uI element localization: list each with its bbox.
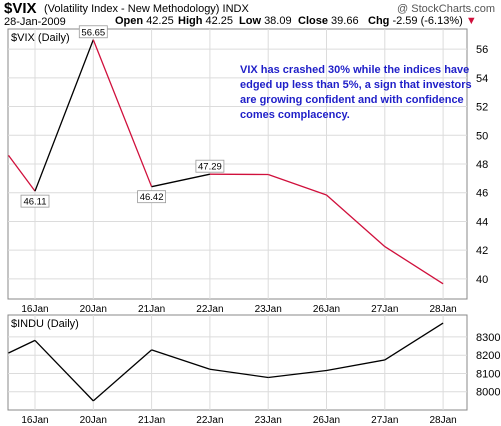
- close-value: 39.66: [331, 15, 359, 27]
- indu-panel: 8000 8100 8200 8300 16Jan 20Jan 21Jan 22Jan 23Ja…: [7, 314, 500, 426]
- indu-series-segment: [151, 349, 211, 370]
- vix-ytick-label: 54: [476, 73, 488, 85]
- vix-series-segment: [267, 173, 327, 196]
- indu-xtick-label: 28Jan: [429, 415, 456, 426]
- vix-xtick-label: 23Jan: [255, 304, 282, 315]
- quote-high: High 42.25: [178, 15, 233, 27]
- indu-xtick-label: 26Jan: [313, 415, 340, 426]
- high-label: High: [178, 15, 203, 27]
- vix-data-label-box: [78, 25, 108, 39]
- vix-data-label-box: [137, 190, 167, 204]
- indu-ytick-label: 8100: [476, 368, 500, 380]
- indu-series-segment: [8, 339, 36, 354]
- open-label: Open: [115, 15, 144, 27]
- vix-ytick-label: 56: [476, 44, 488, 56]
- indu-xtick-label: 16Jan: [21, 415, 48, 426]
- vix-data-label-box: [20, 194, 50, 208]
- indu-ytick-label: 8000: [476, 387, 500, 399]
- indu-ytick-label: 8200: [476, 350, 500, 362]
- vix-data-label: 46.42: [140, 192, 164, 203]
- quote-date: 28-Jan-2009: [4, 16, 66, 28]
- vix-ytick-label: 44: [476, 216, 488, 228]
- indu-series-segment: [92, 349, 153, 402]
- vix-series-segment: [34, 39, 94, 192]
- low-value: 38.09: [264, 15, 292, 27]
- indu-xtick-label: 20Jan: [80, 415, 107, 426]
- low-label: Low: [239, 15, 261, 27]
- quote-change: Chg -2.59 (-6.13%) ▼: [368, 15, 477, 27]
- vix-ytick-label: 42: [476, 245, 488, 257]
- vix-series-segment: [384, 246, 444, 285]
- annotation-text: VIX has crashed 30% while the indices ha…: [240, 64, 472, 121]
- vix-xtick-label: 22Jan: [196, 304, 223, 315]
- vix-data-label: 56.65: [81, 27, 105, 38]
- vix-series-segment: [151, 173, 211, 188]
- down-arrow-icon: ▼: [465, 15, 477, 27]
- indu-series-segment: [268, 369, 327, 379]
- open-value: 42.25: [146, 15, 174, 27]
- indu-series-segment: [34, 339, 94, 402]
- stockcharts-credit: @ StockCharts.com: [397, 3, 495, 15]
- vix-xtick-label: 16Jan: [21, 304, 48, 315]
- vix-xtick-label: 21Jan: [138, 304, 165, 315]
- vix-data-label: 46.11: [23, 197, 46, 208]
- vix-xtick-label: 27Jan: [371, 304, 398, 315]
- chg-value: -2.59 (-6.13%): [392, 15, 463, 27]
- vix-series-segment: [7, 154, 36, 192]
- indu-panel-label: $INDU (Daily): [11, 318, 79, 330]
- indu-xtick-label: 22Jan: [196, 415, 223, 426]
- indu-series-segment: [209, 368, 269, 379]
- vix-ytick-label: 40: [476, 274, 488, 286]
- quote-open: Open 42.25: [115, 15, 174, 27]
- indu-series-segment: [384, 322, 444, 361]
- indu-xtick-label: 21Jan: [138, 415, 165, 426]
- ticker-symbol: $VIX: [4, 0, 37, 17]
- indu-ytick-label: 8300: [476, 332, 500, 344]
- index-description: (Volatility Index - New Methodology): [44, 3, 220, 15]
- close-label: Close: [298, 15, 328, 27]
- index-name: (Volatility Index - New Methodology) IND…: [44, 3, 249, 15]
- exchange-code: INDX: [222, 3, 249, 15]
- vix-data-label: 47.29: [198, 162, 222, 173]
- quote-low: Low 38.09: [239, 15, 292, 27]
- indu-xtick-label: 27Jan: [371, 415, 398, 426]
- vix-ytick-label: 50: [476, 130, 488, 142]
- vix-xtick-label: 20Jan: [80, 304, 107, 315]
- vix-data-label-box: [195, 159, 225, 173]
- vix-ytick-label: 48: [476, 159, 488, 171]
- vix-xtick-label: 28Jan: [429, 304, 456, 315]
- indu-series-segment: [326, 359, 385, 372]
- indu-xtick-label: 23Jan: [255, 415, 282, 426]
- vix-series-segment: [326, 194, 386, 248]
- vix-panel-label: $VIX (Daily): [11, 32, 70, 44]
- vix-panel: 40 42 44 46 48 50 52 54 56 16Jan 20Jan 21Jan 22Jan 23…: [7, 25, 488, 315]
- vix-ytick-label: 52: [476, 102, 488, 114]
- high-value: 42.25: [205, 15, 234, 27]
- vix-xtick-label: 26Jan: [313, 304, 340, 315]
- vix-series-segment: [92, 39, 153, 187]
- vix-ytick-label: 46: [476, 188, 488, 200]
- quote-close: Close 39.66: [298, 15, 359, 27]
- chg-label: Chg: [368, 15, 390, 27]
- indu-plot-frame: [7, 314, 468, 411]
